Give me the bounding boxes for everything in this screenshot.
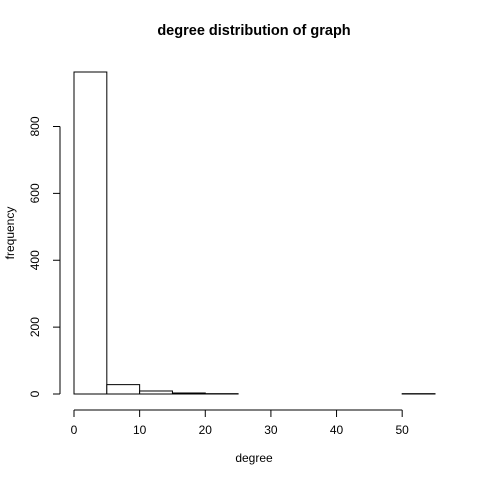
histogram-bar-3 — [171, 392, 206, 395]
bars-group — [73, 71, 436, 395]
y-tick-label: 400 — [28, 250, 42, 270]
x-tick-label: 40 — [330, 423, 344, 437]
x-tick-label: 20 — [199, 423, 213, 437]
x-tick-label: 0 — [71, 423, 78, 437]
y-tick-label: 0 — [28, 390, 42, 397]
x-axis-label: degree — [235, 451, 273, 465]
x-axis: 0 10 20 30 40 50 — [71, 409, 410, 437]
histogram-bar-0 — [73, 71, 108, 395]
y-axis-label: frequency — [3, 207, 17, 260]
x-tick-label: 10 — [133, 423, 147, 437]
histogram-bar-1 — [106, 384, 141, 395]
histogram-bar-2 — [139, 390, 173, 395]
y-axis: 0 200 400 600 800 — [28, 116, 61, 397]
y-tick-label: 600 — [28, 183, 42, 203]
x-tick-label: 30 — [264, 423, 278, 437]
y-tick-label: 800 — [28, 116, 42, 136]
x-tick-label: 50 — [396, 423, 410, 437]
y-tick-label: 200 — [28, 317, 42, 337]
chart-title: degree distribution of graph — [157, 23, 350, 39]
